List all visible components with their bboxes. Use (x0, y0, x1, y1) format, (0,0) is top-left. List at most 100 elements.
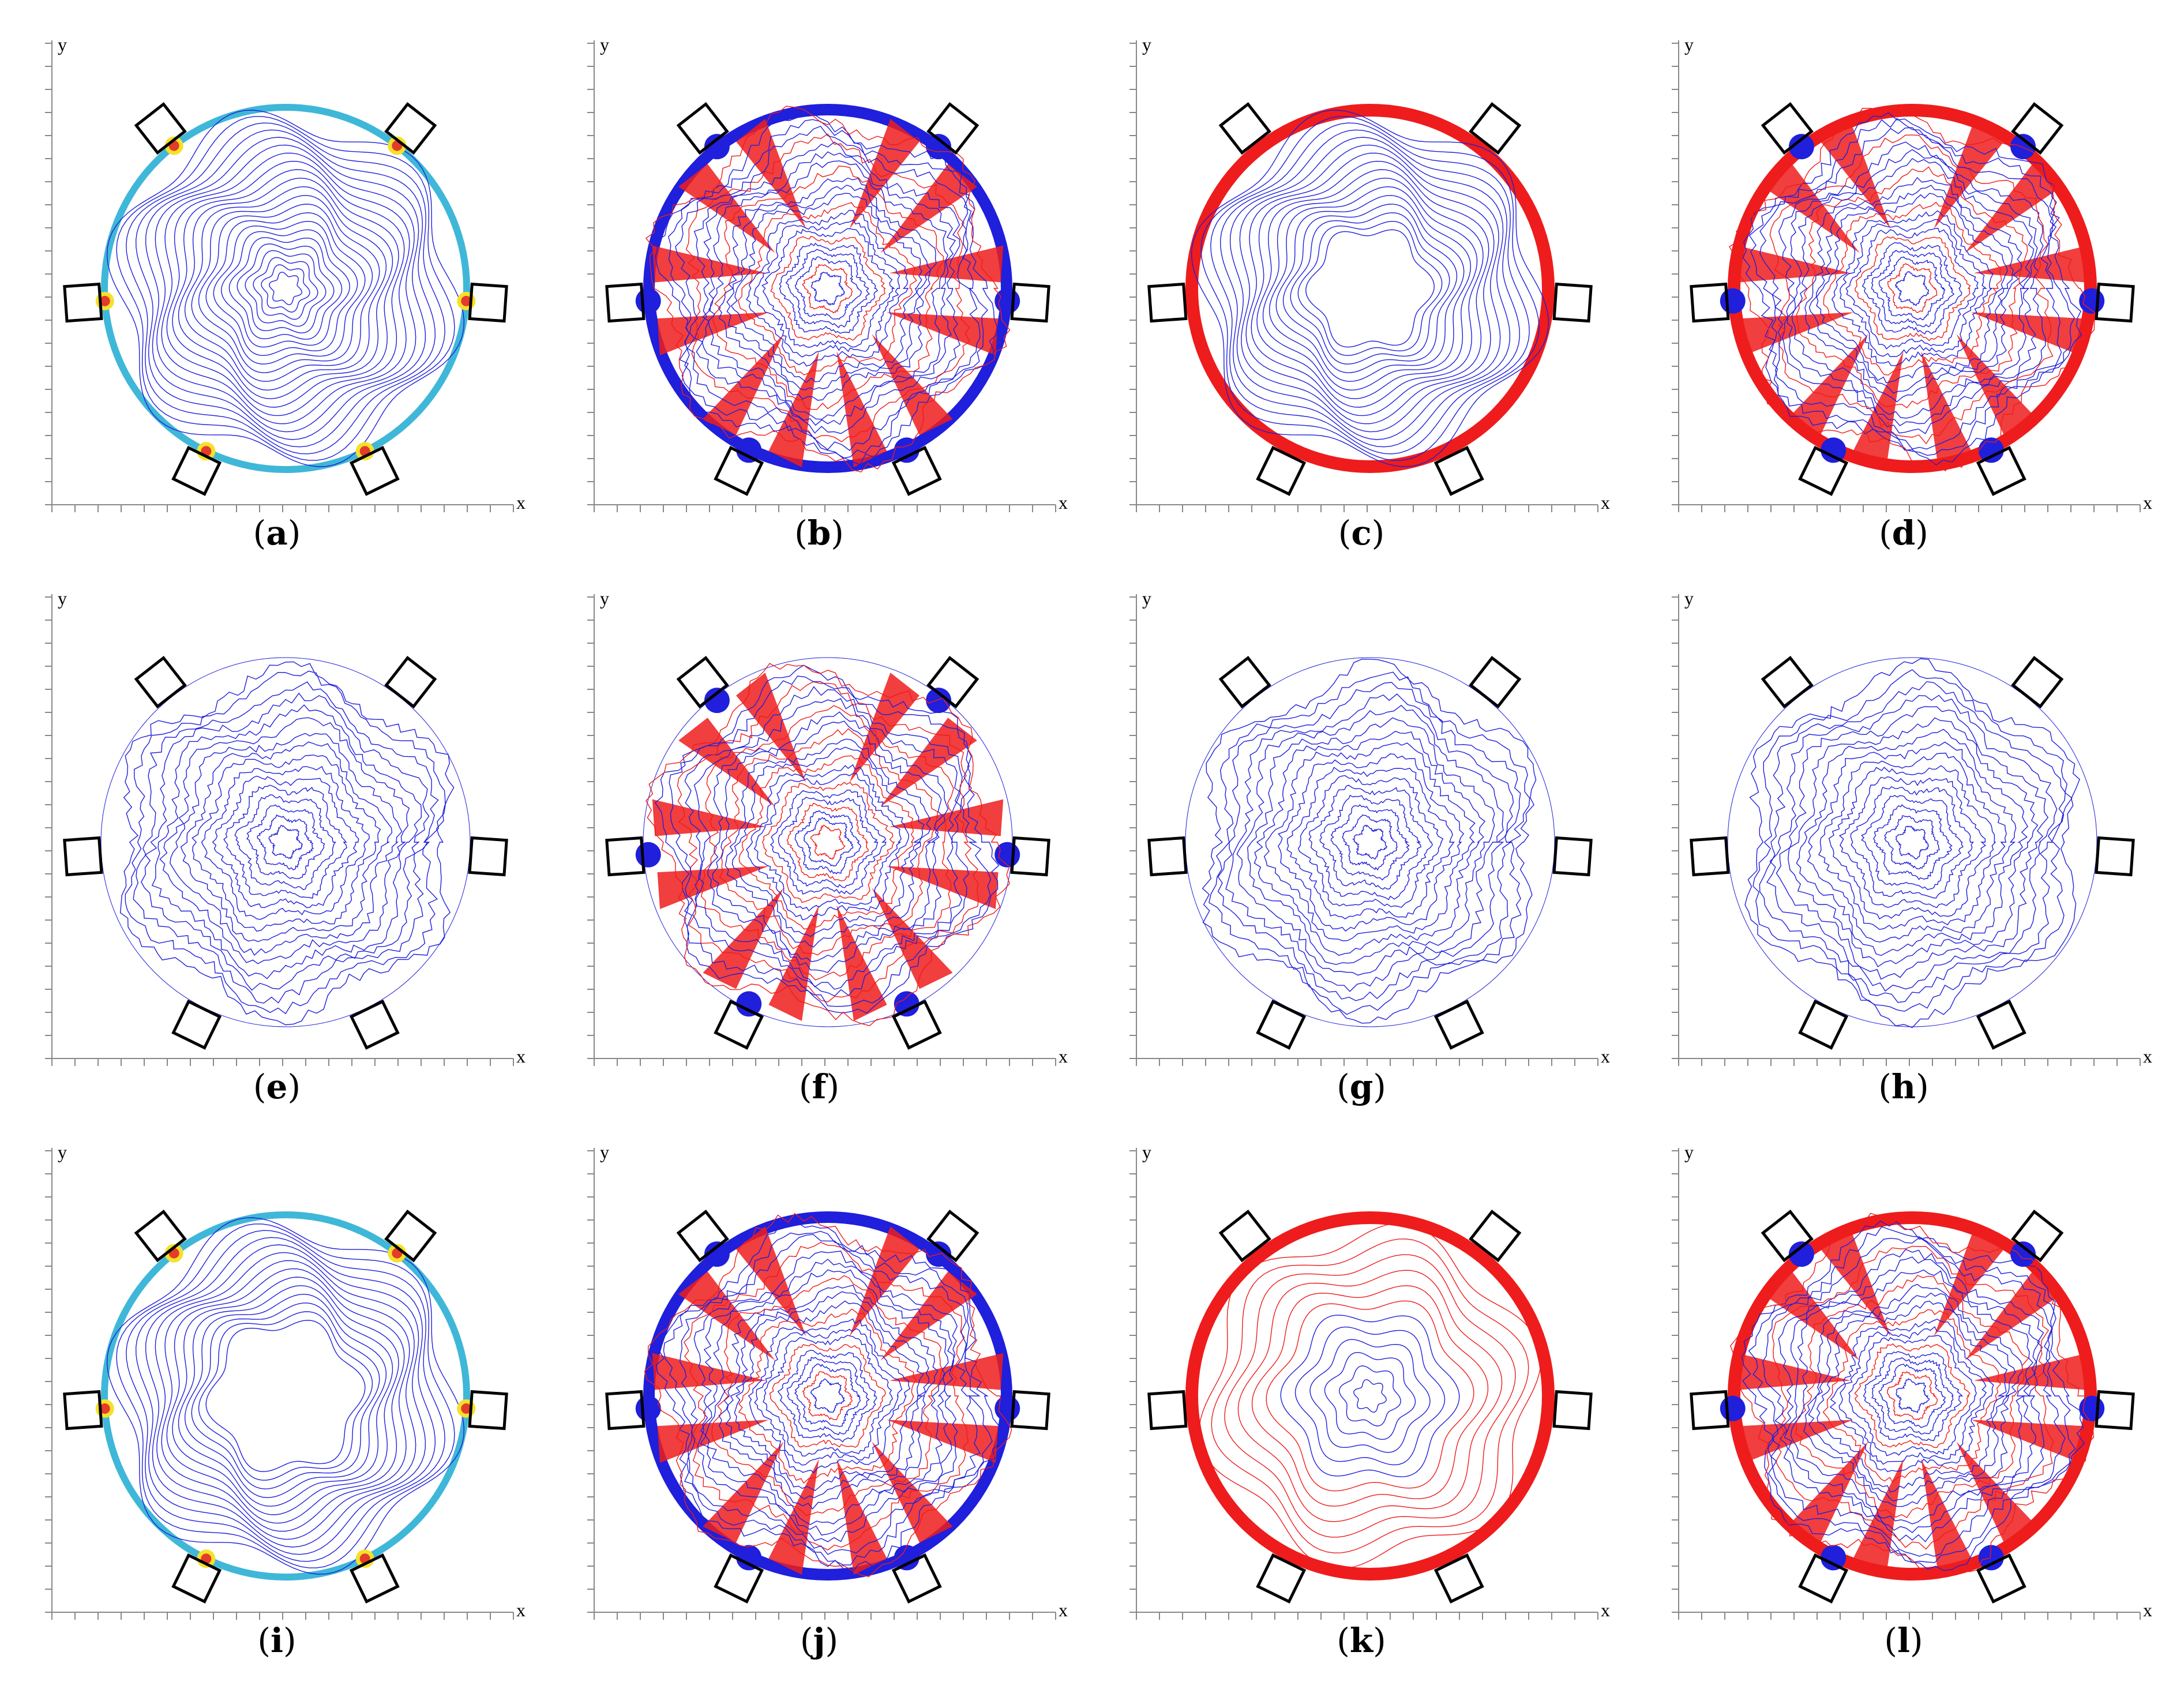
contour-plot-l: xy (1672, 1142, 2152, 1620)
contour-line (1202, 658, 1537, 1024)
contour-plot-i: xy (45, 1142, 526, 1620)
red-lobe (1742, 1420, 1854, 1463)
red-lobe (678, 1271, 775, 1361)
contour-plot-f: xy (587, 588, 1068, 1067)
panel-d: x y (d) (1632, 12, 2173, 565)
contours (1185, 1211, 1555, 1581)
sensor-box (2011, 656, 2064, 709)
red-lobe (1736, 245, 1851, 283)
contour-line (1352, 824, 1388, 859)
blue-tip (736, 437, 762, 463)
blue-tip (704, 688, 730, 714)
contour-line (786, 1357, 870, 1436)
contour-line (1823, 201, 2002, 376)
blue-tip (1788, 1241, 1814, 1267)
contour-line (668, 119, 988, 459)
red-lobe (1965, 1271, 2062, 1361)
y-axis-label: y (1684, 34, 1694, 55)
contour-line (1788, 717, 2039, 967)
contour-line (268, 825, 303, 859)
panel-label: e (266, 1067, 288, 1106)
sensor-box (1690, 282, 1730, 323)
contour-line (810, 1378, 846, 1413)
contour-plot-d: xy (1672, 34, 2152, 513)
sensor-box (1798, 445, 1849, 496)
contour-line (1884, 815, 1941, 870)
contour-line (234, 794, 336, 891)
contour-line (669, 675, 992, 1007)
contour-line (1831, 210, 1994, 366)
contour-line (261, 264, 310, 313)
contour-line (675, 125, 981, 451)
sensor-box (926, 102, 979, 155)
contour-line (1742, 112, 2082, 466)
contour-line (1211, 1238, 1529, 1553)
contour-line (1191, 110, 1549, 467)
contour-line (191, 195, 380, 382)
contour-line (1744, 658, 2080, 1028)
contour-line (1217, 682, 1521, 1001)
sensor-box (2095, 836, 2135, 877)
panel-caption: (a) (253, 513, 301, 553)
contour-line (704, 1269, 949, 1525)
contour-line (1803, 1283, 2024, 1507)
sensor-box (468, 836, 508, 877)
sensor-box (349, 445, 400, 496)
sensor-box (1218, 656, 1271, 709)
contour-line (135, 129, 436, 448)
x-axis-label: x (1059, 492, 1068, 513)
contour-line (1339, 1365, 1401, 1427)
contour-line (693, 141, 960, 434)
contour-line (1778, 1249, 2045, 1542)
contour-line (1818, 752, 2007, 930)
contour-line (1848, 1335, 1977, 1457)
sensor-box (349, 1553, 400, 1604)
contour-line (763, 1335, 893, 1457)
contour-line (685, 133, 970, 442)
contours (95, 1211, 476, 1581)
sensor-box (1218, 102, 1271, 155)
contour-line (718, 177, 937, 401)
red-lobe (872, 1442, 953, 1543)
contour-line (1804, 177, 2022, 403)
blue-tip (635, 1395, 661, 1421)
contour-line (1741, 1220, 2085, 1571)
panel-j: x y (j) (548, 1119, 1090, 1673)
red-lobe (736, 1226, 806, 1337)
contour-line (718, 1285, 939, 1510)
contour-line (1253, 730, 1486, 956)
contour-plot-c: xy (1129, 34, 1610, 513)
panel-c: x y (c) (1090, 12, 1632, 565)
contour-line (1275, 195, 1465, 382)
contour-line (135, 1237, 436, 1555)
red-lobe (736, 119, 806, 229)
red-lobe (1787, 334, 1868, 436)
red-lobe (1853, 351, 1904, 467)
contour-line (172, 1277, 399, 1515)
contour-line (1286, 767, 1455, 919)
rim (643, 657, 1013, 1027)
contour-line (810, 272, 846, 306)
blue-tip (635, 288, 661, 314)
red-lobe (1921, 1458, 1972, 1575)
contour-line (166, 1268, 405, 1524)
contour-line (1277, 753, 1465, 932)
contour-line (1297, 775, 1444, 908)
contour-line (1309, 1339, 1431, 1453)
red-lobe (872, 888, 953, 989)
panel-caption: (j) (800, 1621, 839, 1660)
contour-line (1829, 1319, 1994, 1473)
contour-line (1263, 742, 1476, 941)
contour-line (1297, 220, 1443, 356)
contour-line (1808, 185, 2014, 394)
y-axis-label: y (600, 588, 609, 609)
panel-l: x y (l) (1632, 1119, 2173, 1673)
contour-line (726, 185, 932, 391)
contour-line (693, 698, 963, 990)
panel-caption: (g) (1337, 1067, 1386, 1106)
red-lobe (1921, 351, 1972, 467)
blue-tip (894, 437, 920, 463)
sensor-box (1433, 445, 1484, 496)
sensor-box (1256, 999, 1307, 1050)
